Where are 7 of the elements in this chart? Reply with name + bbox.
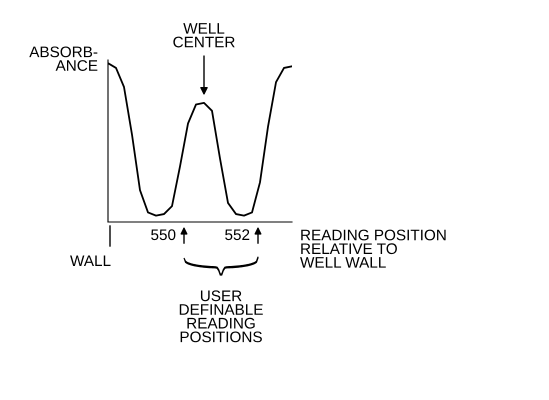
x-axis-title: READING POSITION RELATIVE TO WELL WALL (300, 230, 446, 268)
text: USER DEFINABLE READING POSITIONS (180, 290, 263, 342)
text: WELL CENTER (173, 23, 235, 48)
text: 550 (151, 229, 176, 240)
y-axis-title: ABSORB- ANCE (29, 46, 98, 71)
text: 552 (225, 229, 250, 240)
text: WALL (70, 255, 111, 266)
